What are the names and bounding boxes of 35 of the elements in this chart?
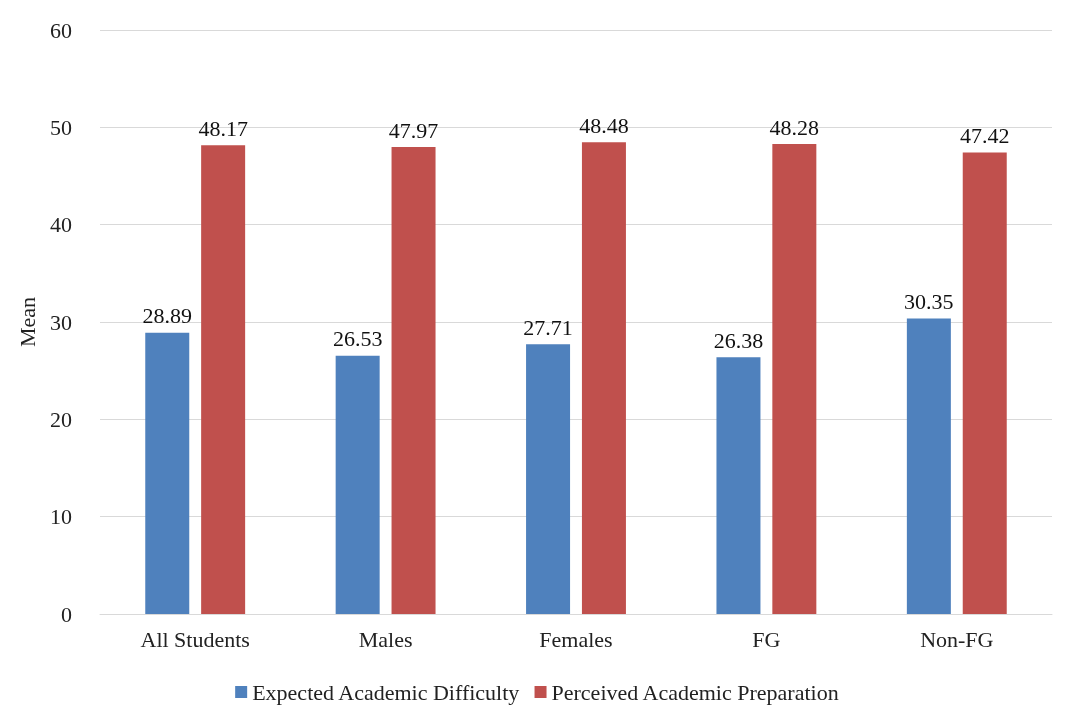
x-tick-label: Females [539, 626, 613, 652]
data-label: 47.42 [959, 122, 1010, 148]
y-tick-label: 30 [50, 309, 72, 335]
legend-label: Perceived Academic Preparation [551, 679, 839, 705]
legend-label: Expected Academic Difficulty [252, 679, 520, 705]
data-label: 27.71 [523, 314, 573, 340]
data-label: 47.97 [388, 117, 439, 143]
y-axis-title: Mean [14, 296, 40, 348]
data-label: 30.35 [904, 289, 954, 315]
bar [145, 332, 190, 614]
data-label: 48.28 [769, 114, 820, 140]
data-label: 28.89 [142, 303, 193, 329]
y-tick-label: 0 [61, 601, 72, 627]
bar [581, 142, 626, 614]
x-tick-label: All Students [140, 626, 250, 652]
x-tick-label: FG [752, 626, 781, 652]
bar [201, 145, 246, 614]
bar [906, 318, 951, 614]
bar [772, 144, 817, 614]
data-label: 26.53 [332, 326, 383, 352]
bar [391, 147, 436, 614]
y-tick-label: 60 [50, 17, 72, 43]
bar [335, 355, 380, 614]
x-tick-label: Males [358, 626, 413, 652]
data-label: 26.38 [713, 327, 764, 353]
y-tick-label: 40 [50, 212, 72, 238]
y-tick-label: 50 [50, 114, 72, 140]
x-tick-label: Non-FG [920, 626, 994, 652]
data-label: 48.17 [198, 115, 248, 141]
bar [526, 344, 571, 614]
bar [716, 357, 761, 614]
y-tick-label: 20 [50, 406, 72, 432]
bar [962, 152, 1007, 614]
data-label: 48.48 [579, 112, 629, 138]
y-tick-label: 10 [50, 504, 72, 530]
